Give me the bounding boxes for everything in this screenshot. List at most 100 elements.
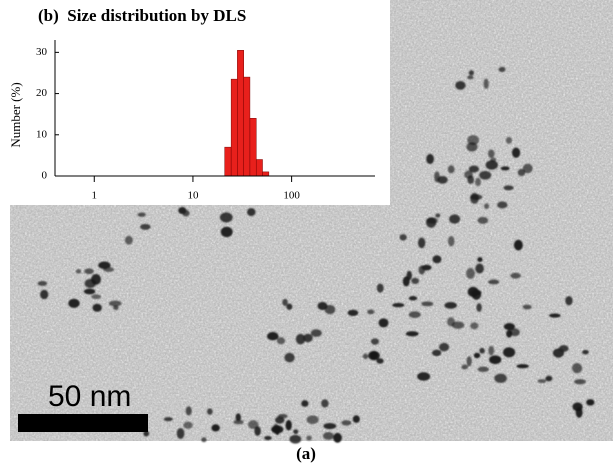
x-tick-label: 1 [92,190,98,202]
particle [83,288,96,295]
particle [488,279,500,285]
particle [378,318,389,328]
particle [408,311,421,319]
x-tick-label: 100 [283,190,300,202]
particle [163,417,173,422]
particle [370,351,378,360]
particle [405,331,419,337]
particle [537,379,547,384]
particle [502,347,516,358]
particle [352,415,360,423]
inset-panel [0,0,390,205]
particle [277,413,288,419]
particle [473,352,481,359]
particle [367,309,375,315]
particle [286,303,293,310]
particle [68,298,80,308]
particle [306,435,312,441]
bar [255,159,263,177]
particle [522,304,532,310]
particle [267,332,279,341]
particle [476,303,482,312]
particle [468,70,474,76]
particle [92,303,102,312]
particle [289,434,302,444]
particle [272,423,280,434]
particle [376,358,384,364]
particle [37,280,48,286]
particle [477,216,489,224]
particle [447,165,455,174]
particle [306,415,319,425]
particle [479,347,485,354]
particle [91,294,102,300]
particle [467,175,475,184]
particle [497,201,508,209]
particle [323,423,337,430]
particle [466,356,472,367]
scale-bar [18,414,148,432]
particle [470,192,479,204]
particle [517,168,526,177]
particle [295,333,306,345]
particle [411,277,420,285]
particle [437,176,448,184]
particle [246,208,256,217]
particle [183,421,193,429]
particle [451,321,465,329]
particle [503,185,514,191]
particle [285,420,292,431]
particle [137,212,146,217]
particle [347,309,359,316]
particle [574,379,586,385]
particle [140,223,151,230]
particle [565,296,573,306]
particle [264,435,272,441]
nanoparticles [37,66,595,444]
particle [284,352,295,363]
particle [475,263,484,274]
particle [247,420,259,429]
particle [233,419,244,425]
particle [317,301,328,310]
particle [466,142,478,152]
particle [108,300,122,307]
particle [103,266,115,273]
particle [84,268,94,275]
particle [477,257,483,262]
particle [484,203,490,209]
particle [220,226,233,238]
particle [582,349,589,355]
particle [490,157,497,163]
particle [201,437,207,443]
x-tick-label: 10 [187,190,199,202]
particle [178,207,187,214]
particle [510,272,521,279]
particle [552,348,565,358]
particle [124,235,133,245]
particle [466,267,475,279]
y-axis-label: Number (%) [8,82,23,147]
particle [333,432,342,443]
particle [513,239,523,251]
particle [282,298,288,307]
particle [505,136,512,144]
particle [408,296,418,301]
particle [431,349,442,357]
bar [224,146,232,177]
particle [468,165,480,173]
particle [91,274,101,285]
caption: (a) [296,444,316,463]
particle [75,269,82,274]
particle [467,75,474,80]
particle [235,413,241,422]
particle [402,276,410,287]
particle [483,78,489,90]
particle [310,329,322,337]
particle [439,342,450,352]
particle [586,399,595,406]
particle [477,366,489,372]
bar [249,118,257,177]
particle [185,406,192,416]
